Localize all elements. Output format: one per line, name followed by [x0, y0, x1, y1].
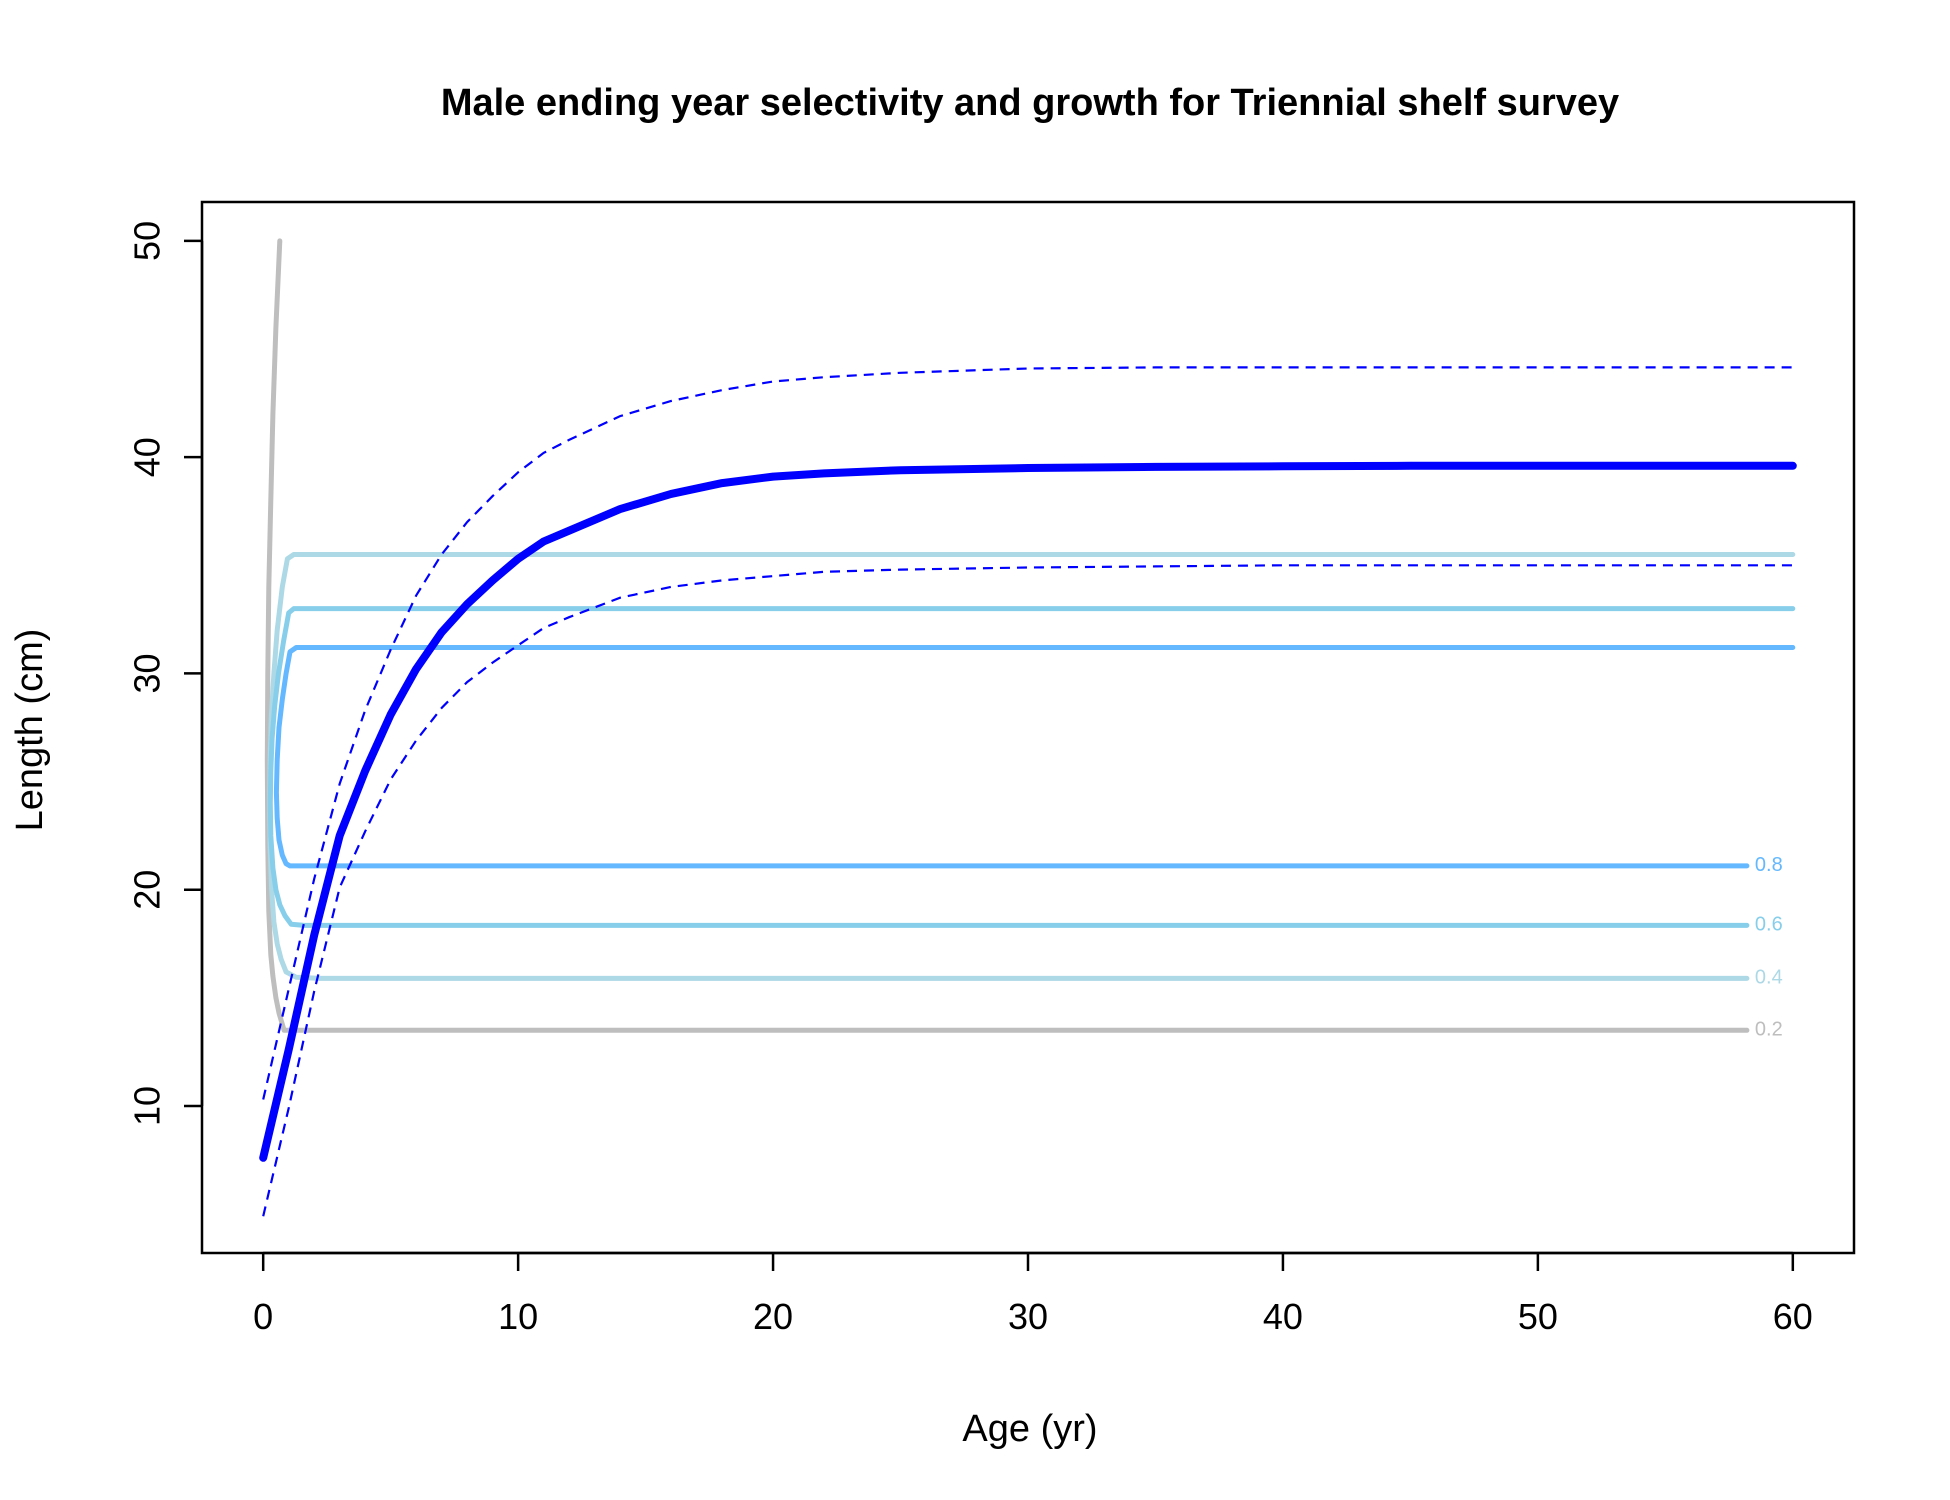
selectivity-contour-0.4	[267, 552, 1796, 981]
contour-label-0.6: 0.6	[1755, 914, 1783, 936]
x-axis-label: Age (yr)	[962, 1408, 1097, 1450]
y-tick-label: 10	[127, 1086, 168, 1126]
x-tick-label: 50	[1518, 1296, 1558, 1337]
plot-frame	[200, 200, 1856, 1255]
x-tick-label: 20	[753, 1296, 793, 1337]
growth-lower-interval	[262, 564, 1793, 1217]
x-tick-label: 0	[253, 1296, 273, 1337]
growth-upper-interval	[262, 366, 1793, 1100]
x-tick-label: 30	[1008, 1296, 1048, 1337]
contour-label-0.4: 0.4	[1755, 967, 1783, 989]
contour-label-0.8: 0.8	[1755, 854, 1783, 876]
selectivity-contour-0.8	[273, 645, 1796, 869]
x-axis: 0 10 20 30 40 50 60	[253, 1251, 1813, 1337]
growth-curves	[259, 366, 1797, 1217]
growth-mean-curve	[259, 461, 1797, 1162]
selectivity-contour-0.6	[267, 606, 1796, 928]
y-tick-label: 40	[127, 437, 168, 477]
chart-title: Male ending year selectivity and growth …	[441, 82, 1619, 124]
x-tick-label: 60	[1773, 1296, 1813, 1337]
selectivity-contour-0.2	[264, 238, 1750, 1033]
contour-label-0.2: 0.2	[1755, 1019, 1783, 1041]
x-tick-label: 10	[498, 1296, 538, 1337]
y-tick-label: 20	[127, 870, 168, 910]
y-axis-label: Length (cm)	[9, 629, 51, 832]
x-tick-label: 40	[1263, 1296, 1303, 1337]
y-tick-label: 50	[127, 221, 168, 261]
y-axis: 10 20 30 40 50	[127, 221, 204, 1126]
selectivity-contours: 0.2 0.4 0.6 0.8	[264, 238, 1796, 1041]
y-tick-label: 30	[127, 653, 168, 693]
